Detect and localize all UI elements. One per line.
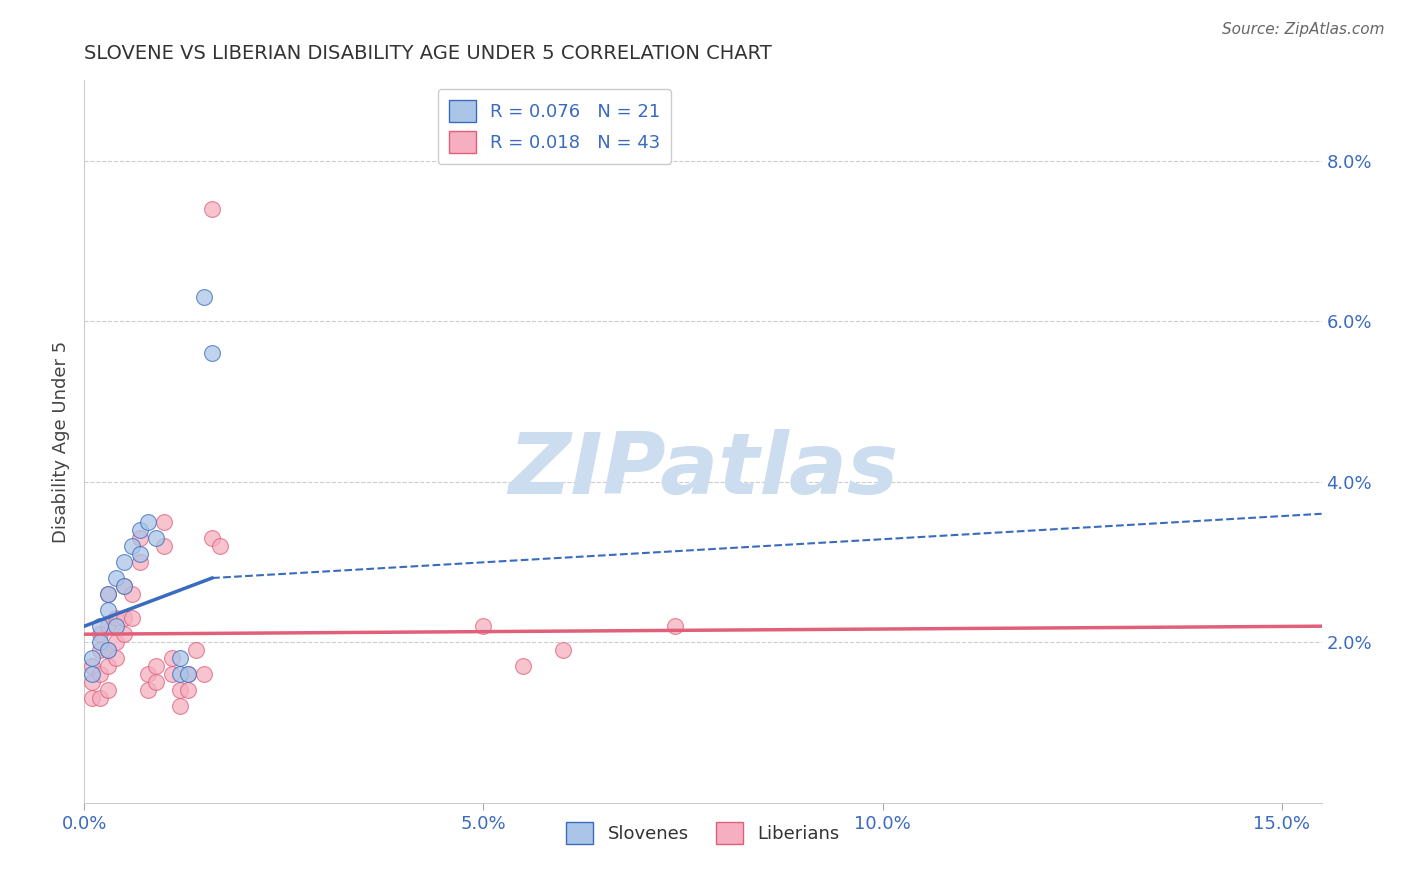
Point bbox=[160, 667, 183, 681]
Point bbox=[169, 651, 191, 665]
Point bbox=[97, 619, 120, 633]
Point bbox=[201, 531, 224, 545]
Point bbox=[145, 659, 167, 673]
Point bbox=[201, 346, 224, 360]
Point bbox=[136, 667, 159, 681]
Point bbox=[177, 683, 200, 698]
Point bbox=[177, 667, 200, 681]
Point bbox=[97, 587, 120, 601]
Point bbox=[112, 627, 135, 641]
Point bbox=[177, 667, 200, 681]
Point bbox=[193, 667, 215, 681]
Point bbox=[89, 635, 111, 649]
Point bbox=[512, 659, 534, 673]
Point bbox=[145, 675, 167, 690]
Point bbox=[472, 619, 495, 633]
Point bbox=[89, 667, 111, 681]
Point bbox=[82, 675, 104, 690]
Point bbox=[89, 691, 111, 706]
Point bbox=[112, 611, 135, 625]
Y-axis label: Disability Age Under 5: Disability Age Under 5 bbox=[52, 341, 70, 542]
Point bbox=[105, 651, 128, 665]
Point bbox=[105, 635, 128, 649]
Point bbox=[121, 587, 143, 601]
Point bbox=[160, 651, 183, 665]
Point bbox=[664, 619, 686, 633]
Point bbox=[145, 531, 167, 545]
Point bbox=[97, 603, 120, 617]
Point bbox=[112, 579, 135, 593]
Point bbox=[97, 643, 120, 657]
Point bbox=[97, 587, 120, 601]
Point bbox=[136, 515, 159, 529]
Point bbox=[169, 667, 191, 681]
Point bbox=[153, 515, 176, 529]
Legend: Slovenes, Liberians: Slovenes, Liberians bbox=[560, 815, 846, 852]
Point bbox=[129, 555, 152, 569]
Point bbox=[201, 202, 224, 216]
Text: SLOVENE VS LIBERIAN DISABILITY AGE UNDER 5 CORRELATION CHART: SLOVENE VS LIBERIAN DISABILITY AGE UNDER… bbox=[84, 45, 772, 63]
Point bbox=[169, 683, 191, 698]
Point bbox=[97, 659, 120, 673]
Point bbox=[89, 627, 111, 641]
Point bbox=[89, 619, 111, 633]
Point bbox=[169, 699, 191, 714]
Text: ZIPatlas: ZIPatlas bbox=[508, 429, 898, 512]
Point bbox=[193, 290, 215, 304]
Point bbox=[129, 523, 152, 537]
Point bbox=[112, 579, 135, 593]
Point bbox=[209, 539, 232, 553]
Point bbox=[184, 643, 207, 657]
Point bbox=[121, 539, 143, 553]
Point bbox=[129, 531, 152, 545]
Point bbox=[105, 619, 128, 633]
Point bbox=[105, 571, 128, 585]
Point bbox=[153, 539, 176, 553]
Point bbox=[129, 547, 152, 561]
Point bbox=[553, 643, 575, 657]
Point bbox=[105, 611, 128, 625]
Point bbox=[82, 651, 104, 665]
Point bbox=[97, 643, 120, 657]
Point bbox=[82, 691, 104, 706]
Point bbox=[89, 643, 111, 657]
Point bbox=[121, 611, 143, 625]
Point bbox=[82, 659, 104, 673]
Point bbox=[82, 667, 104, 681]
Text: Source: ZipAtlas.com: Source: ZipAtlas.com bbox=[1222, 22, 1385, 37]
Point bbox=[97, 683, 120, 698]
Point bbox=[112, 555, 135, 569]
Point bbox=[136, 683, 159, 698]
